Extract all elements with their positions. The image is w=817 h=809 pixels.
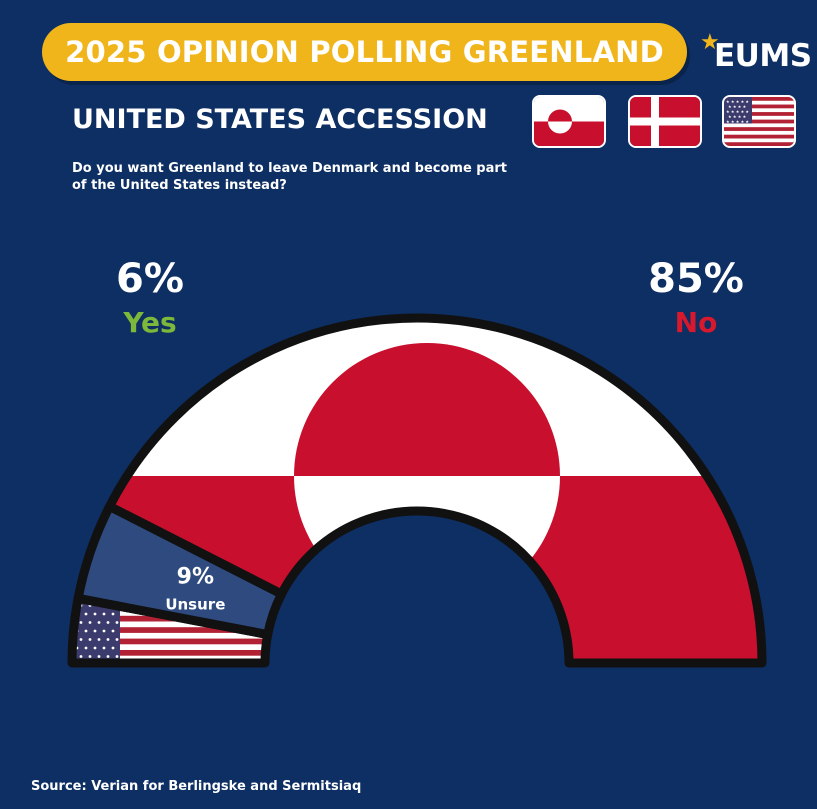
slice-no-outline [105, 313, 767, 668]
svg-text:★ ★ ★ ★: ★ ★ ★ ★ [728, 104, 747, 109]
title-banner: 2025 OPINION POLLING GREENLAND [42, 23, 687, 81]
svg-text:★ ★ ★ ★ ★: ★ ★ ★ ★ ★ [726, 99, 749, 104]
usa-flag-icon: ★ ★ ★ ★ ★ ★ ★ ★ ★ ★ ★ ★ ★ ★ ★ ★ ★ ★ ★ ★ ★ … [722, 95, 796, 148]
subtitle: UNITED STATES ACCESSION [72, 104, 488, 135]
source-note: Source: Verian for Berlingske and Sermit… [31, 779, 362, 794]
svg-text:★ ★ ★ ★ ★: ★ ★ ★ ★ ★ [726, 109, 749, 114]
page-title: 2025 OPINION POLLING GREENLAND [65, 35, 664, 69]
no-label: No [674, 306, 718, 339]
star-icon: ★ [700, 30, 720, 55]
svg-text:★ ★ ★ ★ ★: ★ ★ ★ ★ ★ [726, 119, 749, 124]
yes-label: Yes [123, 306, 177, 339]
yes-percent: 6% [116, 256, 184, 302]
no-percent: 85% [648, 256, 744, 302]
denmark-flag-icon [628, 95, 702, 148]
logo-text: EUMS [714, 38, 812, 74]
eums-logo: ★ EUMS [700, 30, 812, 76]
greenland-flag-icon [532, 95, 606, 148]
svg-text:★ ★ ★ ★: ★ ★ ★ ★ [728, 114, 747, 119]
poll-question: Do you want Greenland to leave Denmark a… [72, 161, 508, 193]
unsure-label: Unsure [165, 596, 225, 614]
unsure-percent: 9% [177, 565, 214, 590]
